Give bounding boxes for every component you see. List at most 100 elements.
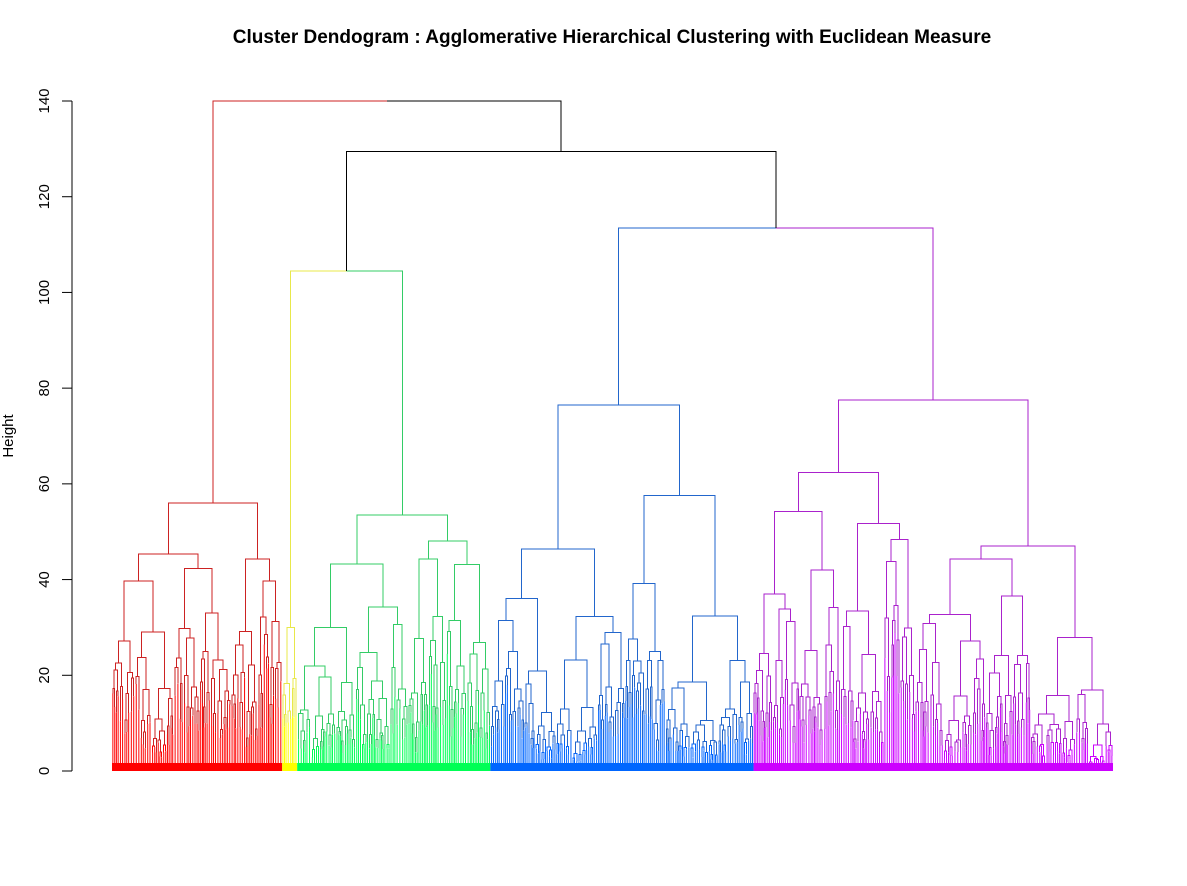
y-tick-label: 100 <box>36 280 53 305</box>
dendrogram-link <box>433 664 438 708</box>
dendrogram-link <box>922 623 936 663</box>
dendrogram-link <box>314 626 347 683</box>
dendrogram-link <box>521 548 595 617</box>
dendrogram-link <box>695 724 706 742</box>
dendrogram-link <box>414 638 425 693</box>
dendrogram-link <box>415 737 418 753</box>
dendrogram-link <box>300 709 309 720</box>
dendrogram-link <box>723 744 727 752</box>
dendrogram-link <box>184 568 213 629</box>
dendrogram-link <box>454 688 459 703</box>
dendrogram-link <box>775 660 783 706</box>
dendrogram-link <box>1017 692 1024 721</box>
y-tick-label: 0 <box>36 767 53 775</box>
dendrogram-link <box>263 634 269 658</box>
dendrogram-link <box>732 714 737 740</box>
dendrogram-link <box>893 605 899 640</box>
dendrogram-link <box>219 669 228 701</box>
dendrogram-link <box>753 692 757 715</box>
dendrogram-link <box>247 664 255 712</box>
dendrogram-link <box>492 705 498 727</box>
dendrogram-link <box>326 723 331 735</box>
dendrogram-link <box>740 681 750 718</box>
dendrogram-link <box>420 694 424 725</box>
dendrogram-link <box>124 719 128 734</box>
dendrogram-link <box>384 725 389 745</box>
dendrogram-link <box>835 710 839 730</box>
dendrogram-link <box>649 686 653 720</box>
dendrogram-link <box>974 677 980 713</box>
dendrogram-link <box>836 680 840 711</box>
dendrogram-link <box>856 707 861 722</box>
dendrogram-link <box>618 687 624 704</box>
y-tick-label: 140 <box>36 88 53 113</box>
dendrogram-link <box>224 690 230 718</box>
dendrogram-link <box>955 739 962 748</box>
leaf-band <box>297 763 491 771</box>
dendrogram-link <box>574 741 581 755</box>
dendrogram-link <box>759 652 770 676</box>
dendrogram-link <box>948 720 959 741</box>
dendrogram-link <box>939 729 943 746</box>
dendrogram-link <box>600 643 610 696</box>
dendrogram-link <box>505 598 538 671</box>
leaf-band <box>282 763 298 771</box>
dendrogram-link <box>375 738 379 748</box>
dendrogram-link <box>1076 718 1080 733</box>
dendrogram-link <box>854 721 859 742</box>
dendrogram-link <box>402 718 406 740</box>
dendrogram-link <box>949 746 953 756</box>
merge-link-purple <box>775 227 934 401</box>
dendrogram-link <box>1058 742 1062 754</box>
dendrogram-link <box>469 706 473 733</box>
y-tick-label: 120 <box>36 184 53 209</box>
dendrogram-link <box>829 671 834 694</box>
dendrogram-link <box>178 627 191 658</box>
dendrogram-link <box>421 682 426 695</box>
dendrogram-link <box>337 711 345 728</box>
dendrogram-link <box>661 689 665 704</box>
dendrogram-link <box>211 677 215 714</box>
dendrogram-link <box>1056 728 1061 744</box>
dendrogram-link <box>115 662 122 687</box>
y-axis-label: Height <box>0 413 17 457</box>
dendrogram-link <box>886 561 897 618</box>
dendrogram-link <box>959 640 981 697</box>
dendrogram-link <box>953 695 968 721</box>
dendrogram-link <box>963 715 971 726</box>
dendrogram-link <box>805 696 811 725</box>
y-tick-label: 20 <box>36 667 53 684</box>
dendrogram-link <box>604 631 622 689</box>
dendrogram-link <box>138 553 199 581</box>
dendrogram-link <box>1057 637 1093 696</box>
dendrogram-link <box>598 704 601 711</box>
dendrogram-link <box>857 692 866 713</box>
dendrogram-link <box>167 502 258 559</box>
dendrogram-link <box>1070 739 1075 750</box>
dendrogram-link <box>291 688 295 718</box>
dendrogram-link <box>202 651 209 693</box>
dendrogram-link <box>799 695 804 721</box>
merge-link-blue <box>618 227 776 405</box>
dendrogram-link <box>1034 724 1043 745</box>
dendrogram-link <box>778 608 792 661</box>
dendrogram-link <box>246 710 251 738</box>
dendrogram-link <box>588 737 593 748</box>
dendrogram-link <box>857 523 901 612</box>
dendrogram-link <box>179 683 183 723</box>
dendrogram-link <box>176 657 182 684</box>
dendrogram-link <box>988 746 992 756</box>
dendrogram-link <box>648 651 662 661</box>
dendrogram-link <box>577 730 586 743</box>
dendrogram-link <box>479 727 483 738</box>
merge-link-green <box>346 270 403 515</box>
dendrogram-link <box>615 710 619 736</box>
dendrogram-link <box>411 692 419 722</box>
dendrogram-link <box>556 743 560 755</box>
dendrogram-link <box>583 742 588 751</box>
dendrogram-link <box>191 686 197 709</box>
y-tick-label: 60 <box>36 476 53 493</box>
dendrogram-link <box>796 688 800 712</box>
dendrogram-link <box>432 615 443 663</box>
